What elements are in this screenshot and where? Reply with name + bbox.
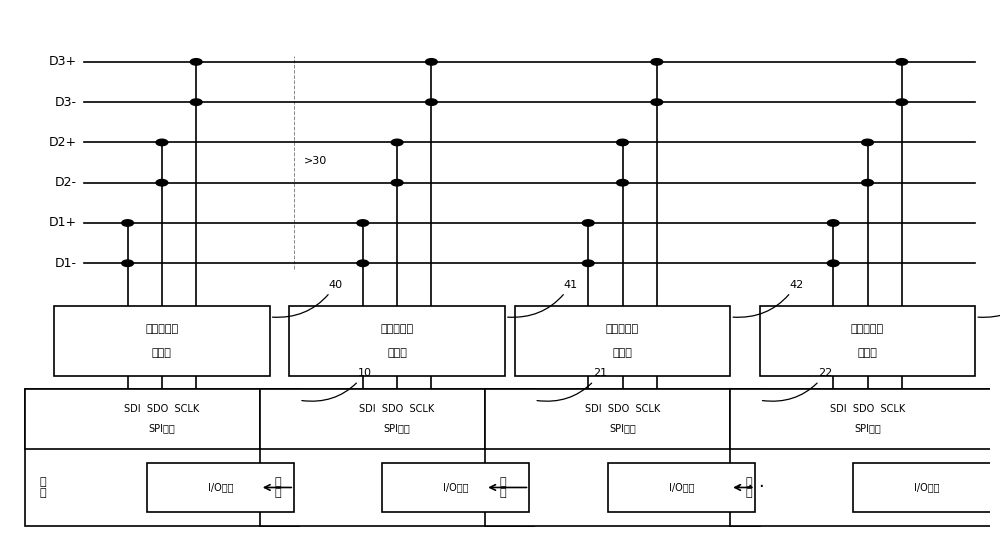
Text: D3-: D3- [55, 96, 77, 109]
Text: D2-: D2- [55, 176, 77, 189]
Text: 换模块: 换模块 [387, 348, 407, 358]
Text: 2N: 2N [0, 547, 1, 548]
Bar [260, 390, 534, 527]
Circle shape [156, 139, 168, 146]
Bar [25, 390, 299, 527]
Circle shape [357, 260, 369, 266]
Circle shape [190, 99, 202, 105]
Text: · · ·: · · · [736, 478, 764, 496]
Bar [730, 390, 1000, 527]
Text: D1-: D1- [55, 257, 77, 270]
Text: 差分信号转: 差分信号转 [145, 324, 178, 334]
Text: 10: 10 [302, 368, 372, 401]
Text: D1+: D1+ [49, 216, 77, 230]
Bar [54, 306, 270, 376]
Text: SDI  SDO  SCLK: SDI SDO SCLK [585, 404, 660, 414]
Text: 主
机: 主 机 [39, 477, 46, 498]
Circle shape [651, 99, 663, 105]
Bar [853, 463, 1000, 512]
Text: SPI接口: SPI接口 [854, 424, 881, 433]
Bar [147, 463, 294, 512]
Text: D2+: D2+ [49, 136, 77, 149]
Text: 换模块: 换模块 [152, 348, 172, 358]
Text: 21: 21 [537, 368, 607, 401]
Text: D3+: D3+ [49, 55, 77, 68]
Bar [730, 390, 1000, 448]
Text: SDI  SDO  SCLK: SDI SDO SCLK [830, 404, 905, 414]
Bar [485, 390, 760, 448]
Circle shape [391, 180, 403, 186]
Text: >30: >30 [304, 156, 327, 166]
Text: 从
机: 从 机 [745, 477, 752, 498]
Text: SDI  SDO  SCLK: SDI SDO SCLK [124, 404, 200, 414]
Circle shape [391, 139, 403, 146]
Text: 差分信号转: 差分信号转 [381, 324, 414, 334]
Text: 差分信号转: 差分信号转 [851, 324, 884, 334]
Circle shape [862, 180, 873, 186]
Text: 41: 41 [508, 279, 578, 317]
Circle shape [896, 99, 908, 105]
Circle shape [827, 260, 839, 266]
Bar [485, 390, 760, 527]
Bar [260, 390, 534, 448]
Text: 从
机: 从 机 [275, 477, 281, 498]
Circle shape [190, 59, 202, 65]
Circle shape [582, 260, 594, 266]
Circle shape [122, 260, 133, 266]
Bar [608, 463, 755, 512]
Text: 40: 40 [272, 279, 343, 317]
Text: 4N: 4N [978, 279, 1000, 317]
Bar [760, 306, 975, 376]
Bar [289, 306, 505, 376]
Circle shape [617, 180, 628, 186]
Text: 换模块: 换模块 [858, 348, 877, 358]
Bar [515, 306, 730, 376]
Text: 差分信号转: 差分信号转 [606, 324, 639, 334]
Text: 换模块: 换模块 [613, 348, 632, 358]
Circle shape [827, 220, 839, 226]
Circle shape [617, 139, 628, 146]
Bar [25, 390, 299, 448]
Text: SPI接口: SPI接口 [149, 424, 175, 433]
Circle shape [426, 59, 437, 65]
Text: I/O接口: I/O接口 [669, 482, 694, 493]
Circle shape [582, 220, 594, 226]
Circle shape [156, 180, 168, 186]
Text: SDI  SDO  SCLK: SDI SDO SCLK [359, 404, 435, 414]
Circle shape [122, 220, 133, 226]
Circle shape [862, 139, 873, 146]
Bar [382, 463, 529, 512]
Text: SPI接口: SPI接口 [609, 424, 636, 433]
Text: 42: 42 [733, 279, 803, 317]
Text: SPI接口: SPI接口 [384, 424, 410, 433]
Circle shape [651, 59, 663, 65]
Text: I/O接口: I/O接口 [208, 482, 233, 493]
Text: I/O接口: I/O接口 [914, 482, 939, 493]
Circle shape [896, 59, 908, 65]
Text: 从
机: 从 机 [500, 477, 507, 498]
Circle shape [357, 220, 369, 226]
Text: 22: 22 [762, 368, 833, 401]
Circle shape [426, 99, 437, 105]
Text: I/O接口: I/O接口 [443, 482, 469, 493]
